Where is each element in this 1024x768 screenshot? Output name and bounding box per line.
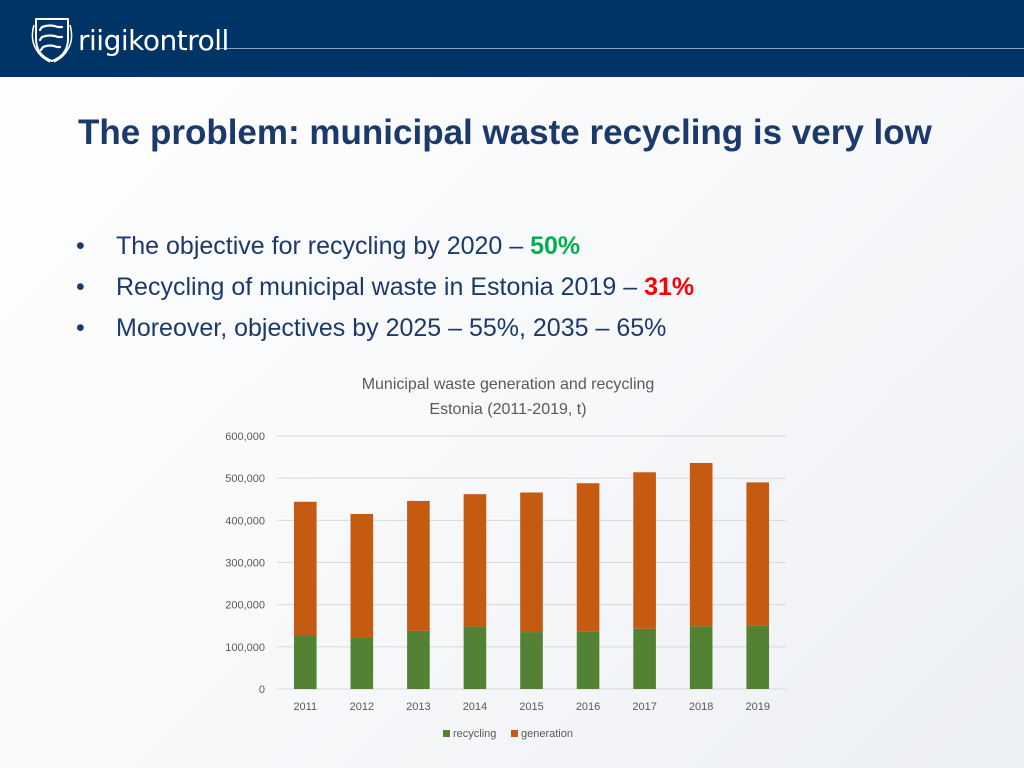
- x-tick-label: 2014: [463, 701, 487, 713]
- bullet-dot-icon: •: [76, 314, 85, 342]
- bullet-item: • Recycling of municipal waste in Estonia…: [76, 267, 976, 308]
- brand-name: riigikontroll: [78, 24, 229, 57]
- bullet-text: Recycling of municipal waste in Estonia …: [116, 273, 645, 301]
- x-tick-label: 2016: [576, 701, 600, 713]
- y-tick-label: 300,000: [225, 558, 265, 570]
- x-tick-label: 2019: [745, 701, 769, 713]
- bullet-highlight: 31%: [644, 273, 695, 301]
- chart-subtitle: Estonia (2011-2019, t): [429, 401, 586, 418]
- bullet-text: The objective for recycling by 2020 –: [116, 232, 531, 260]
- page-title: The problem: municipal waste recycling i…: [78, 113, 932, 152]
- bar-recycling: [689, 626, 713, 689]
- y-tick-label: 500,000: [225, 473, 265, 485]
- header-divider: [215, 48, 1024, 49]
- bar-generation: [576, 483, 600, 632]
- bullet-list: • The objective for recycling by 2020 – 5…: [76, 226, 976, 349]
- bullet-dot-icon: •: [76, 232, 85, 260]
- chart-title: Municipal waste generation and recycling: [362, 376, 655, 393]
- bar-recycling: [463, 626, 487, 689]
- x-tick-label: 2015: [519, 701, 543, 713]
- bullet-highlight: 50%: [530, 232, 581, 260]
- bar-recycling: [746, 625, 770, 689]
- bullet-item: • Moreover, objectives by 2025 – 55%, 203…: [76, 308, 976, 349]
- y-tick-label: 400,000: [225, 515, 265, 527]
- bar-recycling: [350, 637, 374, 689]
- legend-swatch: [443, 730, 450, 737]
- legend-label: generation: [521, 728, 573, 740]
- bar-generation: [746, 482, 770, 626]
- bar-generation: [350, 514, 374, 638]
- bar-generation: [520, 492, 543, 633]
- x-tick-label: 2011: [293, 701, 317, 713]
- bar-recycling: [520, 632, 543, 689]
- x-tick-label: 2013: [406, 701, 430, 713]
- x-tick-label: 2018: [689, 701, 713, 713]
- y-tick-label: 200,000: [225, 600, 265, 612]
- bar-generation: [293, 501, 317, 636]
- y-tick-label: 600,000: [225, 431, 265, 443]
- bar-recycling: [576, 631, 600, 689]
- bar-recycling: [293, 635, 317, 689]
- coat-of-arms-icon: [31, 18, 73, 63]
- y-tick-label: 100,000: [225, 642, 265, 654]
- bar-generation: [407, 500, 430, 631]
- waste-chart: Municipal waste generation and recycling…: [225, 376, 786, 740]
- x-tick-label: 2012: [350, 701, 374, 713]
- bar-recycling: [407, 630, 430, 689]
- bullet-item: • The objective for recycling by 2020 – 5…: [76, 226, 976, 267]
- legend-label: recycling: [453, 728, 496, 740]
- bullet-text: Moreover, objectives by 2025 – 55%, 2035…: [116, 314, 667, 342]
- bar-generation: [689, 462, 713, 627]
- header-bar: riigikontroll: [0, 0, 1024, 77]
- bar-recycling: [633, 628, 656, 689]
- bar-generation: [463, 494, 487, 627]
- legend-swatch: [511, 730, 518, 737]
- y-tick-label: 0: [259, 684, 265, 696]
- bullet-dot-icon: •: [76, 273, 85, 301]
- x-tick-label: 2017: [632, 701, 656, 713]
- bar-generation: [633, 472, 656, 629]
